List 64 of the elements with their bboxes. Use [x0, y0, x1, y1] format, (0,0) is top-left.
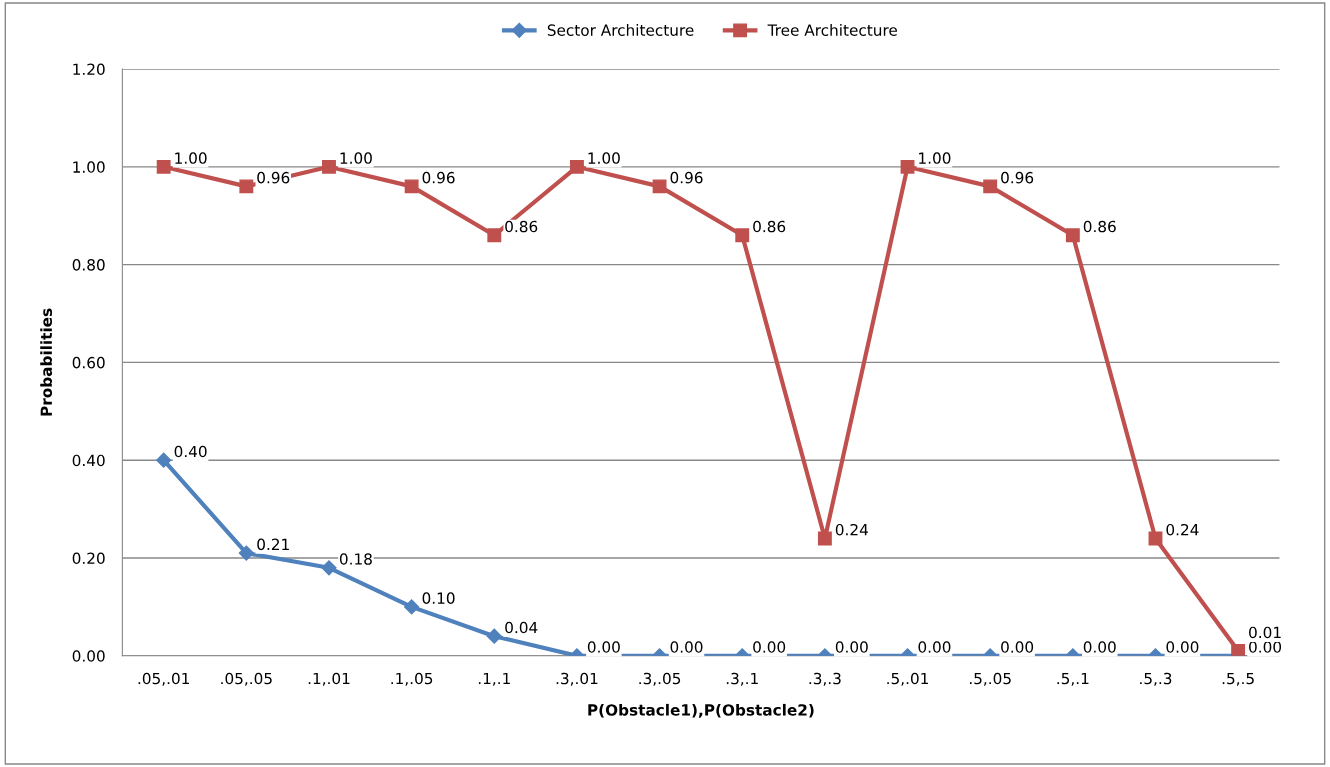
x-axis-title: P(Obstacle1),P(Obstacle2): [588, 703, 814, 718]
x-tick-label: .3,.05: [639, 672, 681, 686]
y-tick-label: 1.00: [73, 161, 105, 173]
data-label: 0.00: [1001, 641, 1034, 653]
point: [239, 179, 254, 194]
point: [156, 452, 172, 468]
data-label: 0.96: [422, 171, 455, 184]
y-axis-title: Probabilities: [40, 308, 53, 416]
data-label: 0.24: [1166, 523, 1199, 536]
y-tick-label: 0.00: [72, 650, 105, 662]
x-tick-label: .05,.05: [221, 672, 272, 686]
point: [983, 179, 998, 194]
point: [1065, 228, 1080, 243]
legend-label: Tree Architecture: [767, 24, 897, 36]
x-tick-label: .1,.01: [308, 672, 350, 686]
data-label: 0.18: [339, 553, 372, 565]
x-tick-label: .5,.3: [1140, 672, 1172, 686]
data-label: 0.01: [1249, 626, 1281, 639]
legend-label: Sector Architecture: [547, 24, 694, 36]
data-label: 0.00: [918, 641, 951, 653]
x-tick-label: .3,.3: [809, 672, 841, 686]
point: [156, 159, 171, 174]
x-tick-label: .1,.05: [391, 672, 433, 686]
point: [404, 179, 419, 194]
data-label: 1.00: [919, 152, 951, 164]
point: [487, 228, 502, 243]
x-tick-label: .3,.1: [726, 672, 758, 686]
data-label: 0.86: [1083, 220, 1116, 233]
data-label: 0.40: [174, 445, 207, 458]
x-tick-label: .5,.01: [887, 672, 928, 686]
x-tick-label: .5,.1: [1057, 672, 1089, 686]
data-label: 0.04: [505, 621, 538, 634]
x-tick-label: .1,.1: [478, 672, 510, 686]
point: [569, 159, 584, 174]
x-tick-label: .3,.01: [556, 672, 598, 686]
y-tick-label: 0.20: [72, 552, 105, 565]
data-label: 0.24: [835, 523, 868, 536]
data-label: 0.00: [1166, 641, 1199, 653]
data-label: 0.00: [753, 641, 786, 653]
x-tick-label: .5,.5: [1222, 672, 1254, 686]
data-label: 0.96: [670, 171, 703, 184]
data-label: 0.21: [257, 538, 289, 551]
data-label: 1.00: [588, 152, 620, 164]
point: [652, 179, 667, 194]
point: [900, 159, 915, 174]
data-label: 0.00: [1083, 641, 1116, 653]
y-tick-label: 0.80: [72, 259, 105, 271]
data-label: 0.10: [422, 592, 455, 604]
data-label: 0.96: [257, 171, 290, 184]
y-tick-label: 0.60: [72, 356, 105, 369]
data-label: 0.00: [670, 641, 703, 653]
data-label: 1.00: [175, 152, 207, 164]
data-label: 0.86: [505, 220, 538, 233]
x-tick-label: .05,.01: [138, 672, 189, 686]
y-tick-label: 0.40: [72, 454, 105, 467]
x-tick-label: .5,.05: [969, 672, 1011, 686]
data-label: 1.00: [340, 152, 372, 164]
data-label: 0.00: [835, 641, 868, 653]
data-label: 0.00: [587, 641, 620, 653]
data-label: 0.96: [1001, 171, 1034, 184]
y-tick-label: 1.20: [73, 63, 105, 76]
point: [735, 228, 750, 243]
data-label: 0.86: [753, 220, 786, 233]
point: [322, 159, 336, 174]
